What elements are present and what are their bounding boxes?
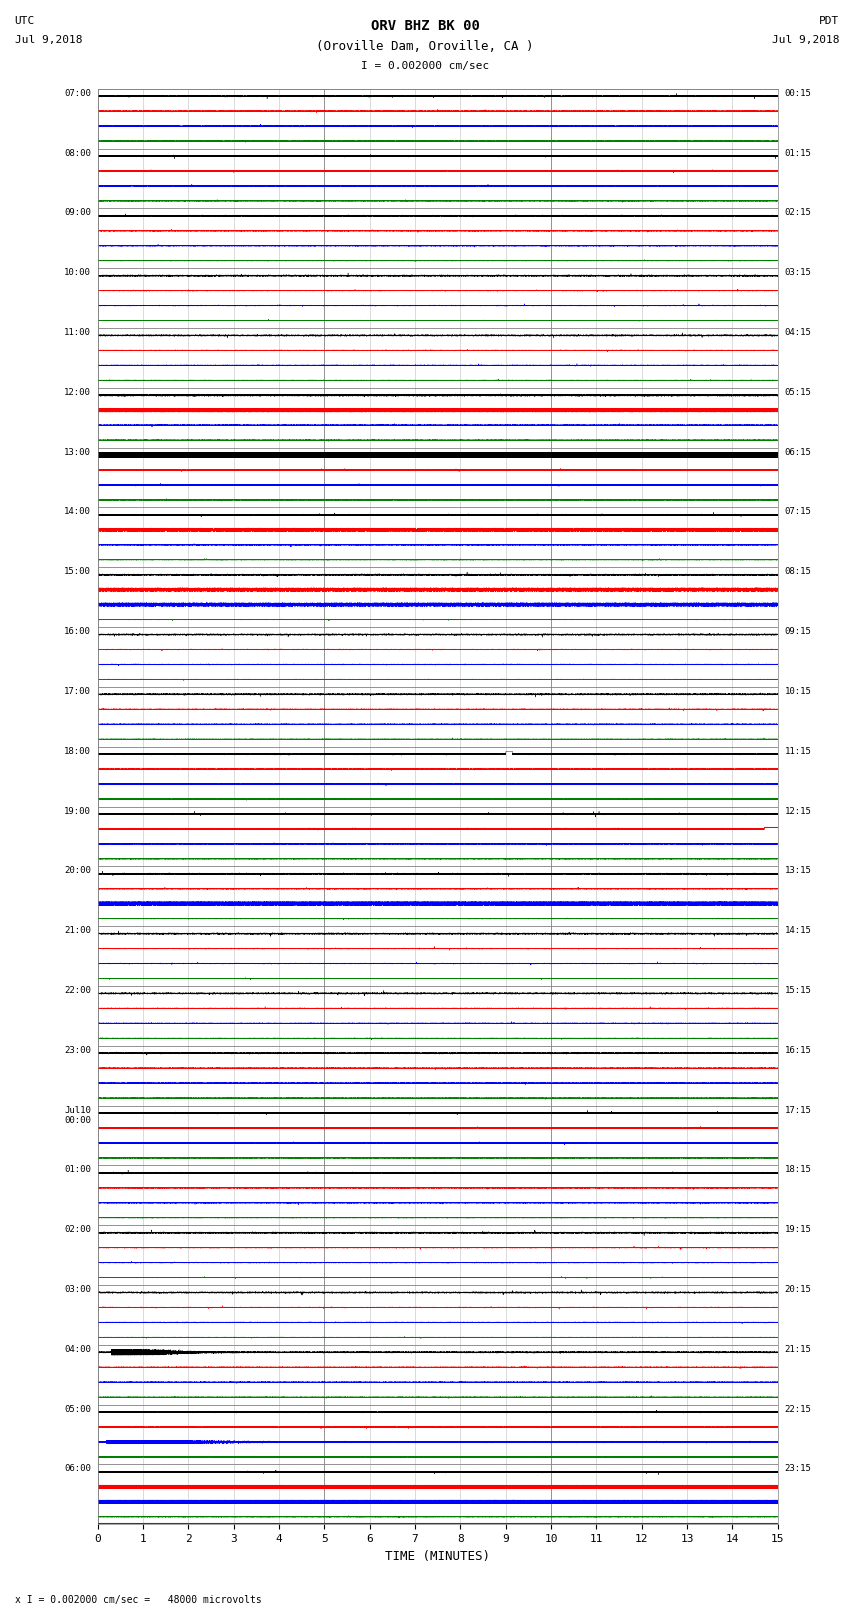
Text: 23:00: 23:00 [64, 1045, 91, 1055]
Text: 14:15: 14:15 [785, 926, 812, 936]
Text: 03:00: 03:00 [64, 1286, 91, 1294]
Text: 12:15: 12:15 [785, 806, 812, 816]
Text: 08:15: 08:15 [785, 568, 812, 576]
Text: 16:00: 16:00 [64, 627, 91, 636]
Text: 07:15: 07:15 [785, 508, 812, 516]
Text: 17:00: 17:00 [64, 687, 91, 695]
Text: x I = 0.002000 cm/sec =   48000 microvolts: x I = 0.002000 cm/sec = 48000 microvolts [14, 1595, 262, 1605]
Text: 18:00: 18:00 [64, 747, 91, 755]
Text: 04:00: 04:00 [64, 1345, 91, 1353]
Text: 05:15: 05:15 [785, 387, 812, 397]
Text: 09:00: 09:00 [64, 208, 91, 218]
Text: 07:00: 07:00 [64, 89, 91, 98]
Text: 23:15: 23:15 [785, 1465, 812, 1473]
Text: 21:15: 21:15 [785, 1345, 812, 1353]
Text: 13:00: 13:00 [64, 448, 91, 456]
Text: 13:15: 13:15 [785, 866, 812, 876]
Text: 03:15: 03:15 [785, 268, 812, 277]
Text: Jul10: Jul10 [64, 1105, 91, 1115]
Text: (Oroville Dam, Oroville, CA ): (Oroville Dam, Oroville, CA ) [316, 40, 534, 53]
Text: Jul 9,2018: Jul 9,2018 [772, 35, 839, 45]
Text: 20:00: 20:00 [64, 866, 91, 876]
Text: 00:00: 00:00 [64, 1116, 91, 1124]
Text: 01:00: 01:00 [64, 1165, 91, 1174]
Text: 18:15: 18:15 [785, 1165, 812, 1174]
Text: 22:00: 22:00 [64, 986, 91, 995]
Text: 02:15: 02:15 [785, 208, 812, 218]
Text: 02:00: 02:00 [64, 1226, 91, 1234]
Text: 20:15: 20:15 [785, 1286, 812, 1294]
Text: 15:15: 15:15 [785, 986, 812, 995]
Text: UTC: UTC [14, 16, 35, 26]
Text: 06:15: 06:15 [785, 448, 812, 456]
Text: 05:00: 05:00 [64, 1405, 91, 1413]
Text: ORV BHZ BK 00: ORV BHZ BK 00 [371, 19, 479, 34]
Text: 09:15: 09:15 [785, 627, 812, 636]
Text: 11:15: 11:15 [785, 747, 812, 755]
Text: 12:00: 12:00 [64, 387, 91, 397]
Text: 16:15: 16:15 [785, 1045, 812, 1055]
Text: 19:15: 19:15 [785, 1226, 812, 1234]
Text: 19:00: 19:00 [64, 806, 91, 816]
Text: I = 0.002000 cm/sec: I = 0.002000 cm/sec [361, 61, 489, 71]
Text: Jul 9,2018: Jul 9,2018 [14, 35, 82, 45]
Text: 22:15: 22:15 [785, 1405, 812, 1413]
Text: 06:00: 06:00 [64, 1465, 91, 1473]
Text: 15:00: 15:00 [64, 568, 91, 576]
Text: 04:15: 04:15 [785, 327, 812, 337]
Text: 17:15: 17:15 [785, 1105, 812, 1115]
Text: 01:15: 01:15 [785, 148, 812, 158]
X-axis label: TIME (MINUTES): TIME (MINUTES) [385, 1550, 490, 1563]
Text: 14:00: 14:00 [64, 508, 91, 516]
Text: PDT: PDT [819, 16, 839, 26]
Text: 21:00: 21:00 [64, 926, 91, 936]
Text: 00:15: 00:15 [785, 89, 812, 98]
Text: 11:00: 11:00 [64, 327, 91, 337]
Text: 08:00: 08:00 [64, 148, 91, 158]
Text: 10:15: 10:15 [785, 687, 812, 695]
Text: 10:00: 10:00 [64, 268, 91, 277]
